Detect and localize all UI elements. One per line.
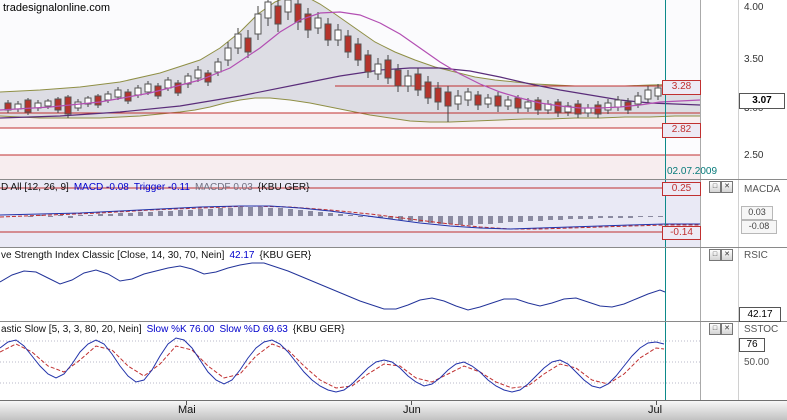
stoch-close-button[interactable]: ✕	[721, 323, 733, 335]
macd-properties-button[interactable]: □	[709, 181, 721, 193]
axis-tick-mai	[186, 401, 187, 405]
rsi-header[interactable]: ve Strength Index Classic [Close, 14, 30…	[1, 250, 316, 261]
price-scale-2-5: 2.50	[744, 150, 764, 161]
rsi-close-button[interactable]: ✕	[721, 249, 733, 261]
time-axis[interactable]: Mai Jun Jul	[0, 400, 787, 420]
price-zone-bottom	[0, 155, 700, 179]
macd-scale-badge: -0.08	[741, 220, 777, 234]
price-chart-plot[interactable]	[0, 0, 700, 179]
cursor-date-label: 02.07.2009	[667, 166, 718, 177]
month-label-jun: Jun	[403, 404, 421, 416]
month-label-jul: Jul	[648, 404, 663, 416]
brand-label: tradesignalonline.com	[3, 2, 111, 14]
macd-name: D All [12, 26, 9]	[1, 182, 69, 193]
rsi-name: ve Strength Index Classic [Close, 14, 30…	[1, 250, 225, 261]
rsi-scale-name: RSIC	[744, 250, 768, 261]
macd-lower-level-badge: -0.14	[662, 226, 701, 240]
axis-tick-jun	[411, 401, 412, 405]
macdf-scale-badge: 0.03	[741, 206, 773, 220]
resistance-level-badge: 3.28	[662, 80, 701, 95]
stoch-k-value: Slow %K 76.00	[146, 324, 215, 335]
macdf-value: MACDF 0.03	[194, 182, 253, 193]
macd-plot[interactable]	[0, 180, 700, 247]
rsi-value: 42.17	[229, 250, 255, 261]
macd-scale-name: MACDA	[744, 184, 781, 195]
rsi-symbol: {KBU GER}	[259, 250, 312, 261]
trigger-value: Trigger -0.11	[133, 182, 190, 193]
stoch-plot[interactable]	[0, 322, 700, 400]
macd-upper-level-badge: 0.25	[662, 182, 701, 196]
current-price-badge: 3.07	[739, 93, 785, 109]
macd-value: MACD -0.08	[73, 182, 129, 193]
stoch-properties-button[interactable]: □	[709, 323, 721, 335]
macd-header[interactable]: D All [12, 26, 9] MACD -0.08 Trigger -0.11…	[1, 182, 314, 193]
scale-border	[738, 0, 739, 400]
support-level-badge: 2.82	[662, 123, 701, 138]
stoch-name: astic Slow [5, 3, 3, 80, 20, Nein]	[1, 324, 142, 335]
price-scale-3-5: 3.50	[744, 54, 764, 65]
stoch-scale-name: SSTOC	[744, 324, 779, 335]
stoch-d-value: Slow %D 69.63	[219, 324, 288, 335]
stoch-symbol: {KBU GER}	[292, 324, 345, 335]
month-label-mai: Mai	[178, 404, 196, 416]
separator-macd-rsi[interactable]	[0, 247, 787, 248]
axis-tick-jul	[656, 401, 657, 405]
macd-close-button[interactable]: ✕	[721, 181, 733, 193]
price-zone-lower	[0, 128, 700, 155]
stoch-header[interactable]: astic Slow [5, 3, 3, 80, 20, Nein] Slow %…	[1, 324, 350, 335]
rsi-scale-badge: 42.17	[739, 307, 781, 322]
price-scale-4: 4.00	[744, 2, 764, 13]
rsi-properties-button[interactable]: □	[709, 249, 721, 261]
stoch-k-scale-badge: 76	[739, 338, 765, 352]
rsi-plot[interactable]	[0, 248, 700, 321]
plot-right-border	[700, 0, 701, 400]
stoch-mid-scale-label: 50.00	[744, 357, 770, 368]
separator-rsi-stoch[interactable]	[0, 321, 787, 322]
date-cursor-line[interactable]	[665, 0, 666, 400]
macd-symbol: {KBU GER}	[257, 182, 310, 193]
separator-price-macd[interactable]	[0, 179, 787, 180]
